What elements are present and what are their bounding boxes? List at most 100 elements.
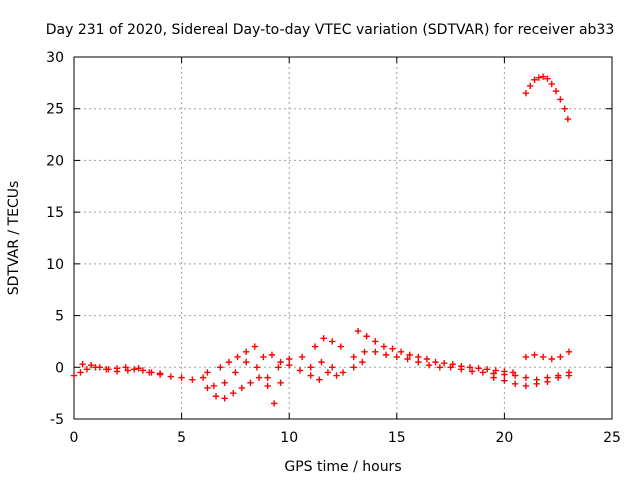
data-point-marker — [389, 345, 396, 352]
data-point-marker — [557, 96, 564, 103]
axis-ticks: 0 5 10 15 20 25 -5 0 5 10 15 20 25 30 — [46, 50, 621, 446]
data-point-marker — [70, 372, 78, 379]
data-point-marker — [425, 362, 433, 369]
data-point-marker — [490, 374, 497, 381]
data-point-marker — [565, 372, 573, 379]
data-point-marker — [139, 367, 147, 374]
data-point-marker — [533, 380, 540, 388]
data-point-marker — [561, 105, 568, 112]
data-point-marker — [255, 374, 263, 381]
data-point-marker — [286, 362, 293, 369]
y-tick-label: 0 — [55, 360, 64, 376]
data-point-marker — [311, 343, 319, 350]
x-tick-label: 10 — [280, 430, 298, 446]
data-point-marker — [189, 376, 196, 383]
y-axis-label: SDTVAR / TECUs — [6, 181, 22, 296]
data-point-marker — [509, 369, 517, 376]
data-point-marker — [483, 366, 491, 373]
data-point-marker — [217, 364, 224, 371]
data-point-marker — [479, 369, 487, 376]
data-point-marker — [522, 353, 530, 361]
data-point-marker — [361, 348, 368, 355]
data-point-marker — [501, 377, 508, 384]
data-point-marker — [522, 374, 530, 381]
data-point-marker — [210, 382, 218, 390]
data-point-marker — [468, 368, 476, 375]
series-upper-branch — [79, 327, 573, 377]
data-point-marker — [501, 368, 508, 375]
data-point-marker — [539, 353, 547, 361]
x-tick-label: 15 — [388, 430, 406, 446]
data-point-marker — [307, 364, 314, 371]
data-point-marker — [475, 365, 482, 372]
data-point-marker — [247, 379, 254, 386]
data-point-marker — [318, 358, 325, 366]
data-point-marker — [221, 379, 228, 386]
data-point-marker — [535, 74, 543, 81]
data-point-marker — [79, 360, 86, 368]
data-point-marker — [329, 338, 336, 345]
data-point-marker — [88, 362, 95, 369]
data-point-marker — [178, 374, 185, 381]
y-tick-label: -5 — [50, 412, 64, 428]
data-point-marker — [415, 353, 422, 361]
data-point-marker — [397, 348, 405, 355]
data-point-marker — [264, 374, 271, 381]
x-tick-label: 0 — [70, 430, 79, 446]
data-point-marker — [298, 353, 306, 361]
data-point-marker — [212, 393, 220, 400]
data-point-marker — [277, 379, 284, 386]
x-tick-label: 20 — [495, 430, 513, 446]
data-point-marker — [251, 343, 258, 350]
data-point-marker — [548, 355, 555, 363]
data-point-marker — [296, 367, 304, 374]
data-point-marker — [440, 359, 448, 367]
data-point-marker — [363, 333, 370, 340]
data-point-marker — [232, 369, 239, 376]
y-tick-label: 15 — [46, 205, 64, 221]
data-point-marker — [492, 367, 499, 374]
data-point-marker — [307, 372, 314, 379]
data-point-marker — [339, 369, 347, 376]
data-point-marker — [96, 364, 104, 371]
series-late-arc — [522, 73, 572, 123]
data-point-marker — [270, 400, 278, 407]
data-point-marker — [406, 351, 413, 359]
data-point-marker — [555, 374, 562, 381]
data-point-marker — [234, 353, 241, 361]
chart-title: Day 231 of 2020, Sidereal Day-to-day VTE… — [46, 22, 615, 38]
data-point-marker — [268, 351, 276, 359]
data-point-marker — [337, 343, 345, 350]
data-point-marker — [105, 366, 112, 373]
data-point-marker — [260, 353, 267, 361]
data-point-marker — [286, 355, 293, 363]
data-point-marker — [253, 364, 261, 371]
data-point-marker — [316, 376, 323, 383]
data-point-marker — [221, 395, 228, 402]
data-point-marker — [432, 358, 439, 366]
data-point-marker — [324, 369, 332, 376]
data-point-marker — [354, 327, 362, 335]
y-tick-label: 10 — [46, 257, 64, 273]
data-point-marker — [148, 369, 155, 376]
y-tick-label: 25 — [46, 102, 64, 118]
data-point-marker — [522, 90, 530, 97]
data-point-marker — [230, 389, 237, 397]
data-point-marker — [531, 351, 538, 359]
data-point-marker — [544, 75, 551, 82]
data-point-marker — [131, 366, 138, 373]
x-tick-label: 25 — [603, 430, 621, 446]
data-point-marker — [350, 364, 357, 371]
data-point-marker — [372, 338, 379, 345]
data-point-marker — [242, 358, 250, 366]
data-point-marker — [77, 369, 84, 376]
data-point-marker — [199, 374, 207, 381]
data-point-marker — [548, 80, 555, 88]
y-tick-label: 30 — [46, 50, 64, 66]
data-point-marker — [393, 353, 400, 361]
data-point-marker — [122, 364, 129, 371]
data-point-marker — [167, 373, 175, 380]
x-axis-label: GPS time / hours — [284, 459, 401, 475]
y-tick-label: 5 — [55, 309, 64, 325]
data-point-marker — [531, 76, 538, 83]
